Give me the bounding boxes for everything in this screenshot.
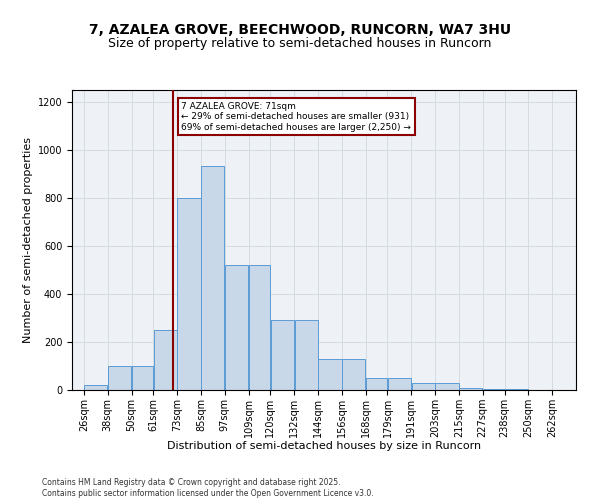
Bar	[505, 389, 528, 390]
Bar	[154, 330, 177, 390]
Bar	[108, 366, 131, 390]
Bar	[201, 166, 224, 390]
Bar	[295, 320, 318, 390]
Bar	[483, 389, 504, 390]
Text: Size of property relative to semi-detached houses in Runcorn: Size of property relative to semi-detach…	[109, 38, 491, 51]
Text: Contains HM Land Registry data © Crown copyright and database right 2025.
Contai: Contains HM Land Registry data © Crown c…	[42, 478, 374, 498]
Y-axis label: Number of semi-detached properties: Number of semi-detached properties	[23, 137, 34, 343]
Bar	[249, 265, 270, 390]
Text: 7, AZALEA GROVE, BEECHWOOD, RUNCORN, WA7 3HU: 7, AZALEA GROVE, BEECHWOOD, RUNCORN, WA7…	[89, 22, 511, 36]
Bar	[412, 383, 435, 390]
Bar	[319, 359, 341, 390]
Bar	[84, 385, 107, 390]
Bar	[366, 378, 387, 390]
Bar	[271, 320, 294, 390]
Bar	[225, 265, 248, 390]
Bar	[178, 198, 200, 390]
Bar	[342, 359, 365, 390]
Bar	[388, 378, 411, 390]
Bar	[459, 388, 482, 390]
Bar	[132, 366, 153, 390]
X-axis label: Distribution of semi-detached houses by size in Runcorn: Distribution of semi-detached houses by …	[167, 442, 481, 452]
Bar	[436, 383, 458, 390]
Text: 7 AZALEA GROVE: 71sqm
← 29% of semi-detached houses are smaller (931)
69% of sem: 7 AZALEA GROVE: 71sqm ← 29% of semi-deta…	[181, 102, 411, 132]
